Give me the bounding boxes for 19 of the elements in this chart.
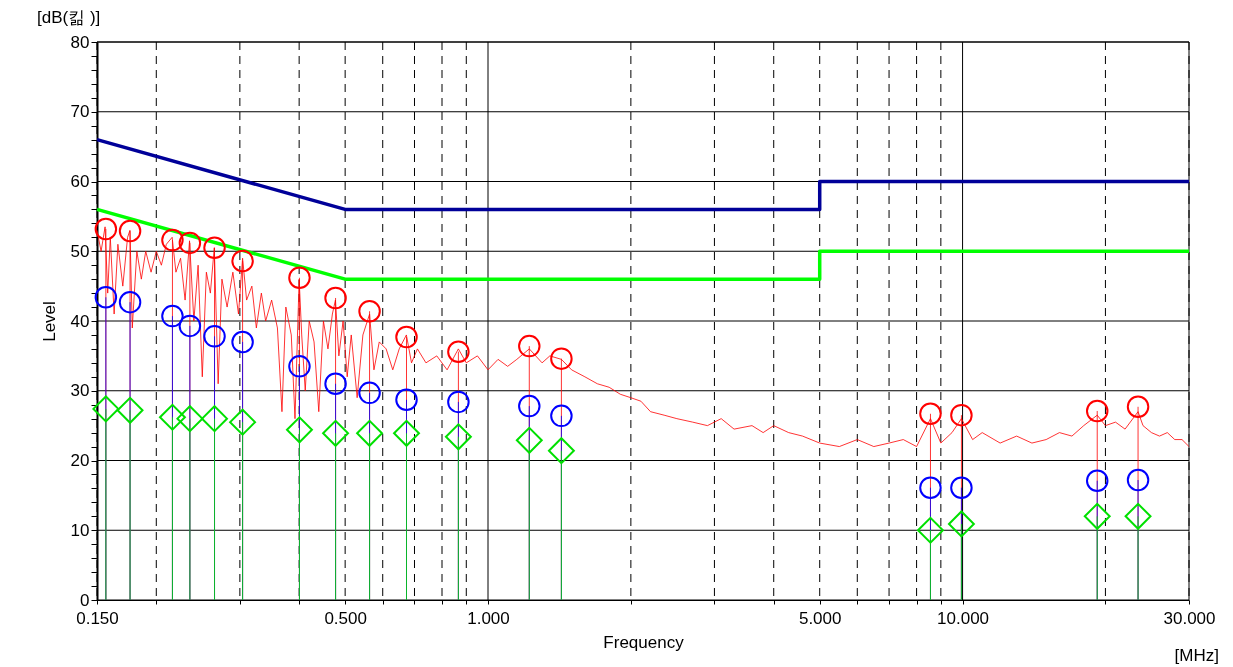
y-tick-label: 20 xyxy=(70,451,90,470)
x-tick-label: 10.000 xyxy=(937,608,990,628)
y-tick-label: 0 xyxy=(80,590,90,610)
text: [dB(킮 )] xyxy=(37,8,101,27)
x-axis-title: Frequency xyxy=(603,632,685,652)
x-tick-label: 30.000 xyxy=(1163,608,1216,628)
x-tick-label: 0.500 xyxy=(324,608,367,628)
x-tick-label: 5.000 xyxy=(798,608,842,628)
y-tick-label: 50 xyxy=(70,241,90,261)
x-tick-label: 0.150 xyxy=(76,608,119,628)
y-tick-label: 70 xyxy=(70,102,90,122)
x-tick-label: 1.000 xyxy=(467,608,510,628)
text: [MHz] xyxy=(1174,646,1219,665)
y-axis-title: Level xyxy=(39,301,59,342)
y-tick-label: 40 xyxy=(70,311,90,331)
y-tick-label: 30 xyxy=(70,381,90,401)
y-tick-label: 80 xyxy=(70,32,90,52)
y-tick-label: 10 xyxy=(70,520,90,540)
y-tick-label: 60 xyxy=(70,172,90,191)
